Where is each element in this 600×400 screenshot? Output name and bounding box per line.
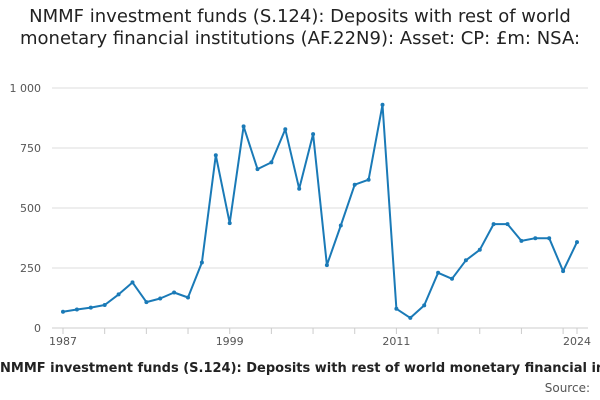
data-point [269, 160, 274, 165]
y-axis-labels: 0 250 500 750 1 000 [10, 82, 42, 335]
data-point [477, 247, 482, 252]
data-point [394, 306, 399, 311]
y-tick-label: 1 000 [10, 82, 42, 95]
y-tick-label: 250 [20, 262, 41, 275]
data-point [144, 300, 149, 305]
data-point [338, 223, 343, 228]
data-point [547, 236, 552, 241]
data-point [380, 102, 385, 107]
data-point [519, 238, 524, 243]
data-point [505, 222, 510, 227]
data-point [186, 295, 190, 300]
data-point [352, 182, 357, 187]
data-point [408, 315, 413, 320]
data-point [130, 280, 135, 285]
x-tick-label: 2024 [563, 335, 591, 348]
data-point [74, 307, 79, 312]
data-series [61, 102, 579, 320]
data-point [450, 276, 454, 281]
data-point [311, 132, 316, 137]
data-point [366, 177, 371, 182]
data-point [158, 296, 163, 301]
data-point [436, 270, 441, 275]
x-tick-label: 1999 [216, 335, 244, 348]
x-axis [52, 327, 588, 334]
chart-caption: NMMF investment funds (S.124): Deposits … [0, 361, 600, 376]
data-point [324, 263, 329, 268]
source-label: Source: [544, 381, 590, 395]
data-point [61, 309, 65, 314]
data-point [227, 221, 232, 226]
data-point [213, 153, 218, 158]
data-point [88, 305, 93, 310]
y-tick-label: 500 [20, 202, 41, 215]
x-tick-label: 1987 [49, 335, 77, 348]
x-tick-label: 2011 [382, 335, 410, 348]
y-tick-label: 0 [34, 322, 41, 335]
chart-title: NMMF investment funds (S.124): Deposits … [19, 6, 581, 49]
data-point [116, 292, 121, 297]
data-point [297, 186, 302, 191]
data-point [422, 303, 427, 308]
y-tick-label: 750 [20, 142, 41, 155]
data-point [561, 269, 566, 274]
data-point [463, 258, 468, 263]
grid-lines [52, 87, 588, 269]
chart-caption-text: NMMF investment funds (S.124): Deposits … [0, 361, 600, 376]
data-point [199, 260, 204, 265]
data-point [575, 240, 579, 245]
series-line [62, 103, 578, 319]
data-point [255, 167, 260, 172]
data-point [533, 236, 538, 241]
data-point [283, 127, 288, 132]
data-point [172, 290, 177, 295]
data-point [241, 124, 246, 129]
data-point [102, 303, 107, 307]
data-point [491, 222, 496, 227]
x-axis-labels: 1987 1999 2011 2024 [49, 335, 591, 348]
